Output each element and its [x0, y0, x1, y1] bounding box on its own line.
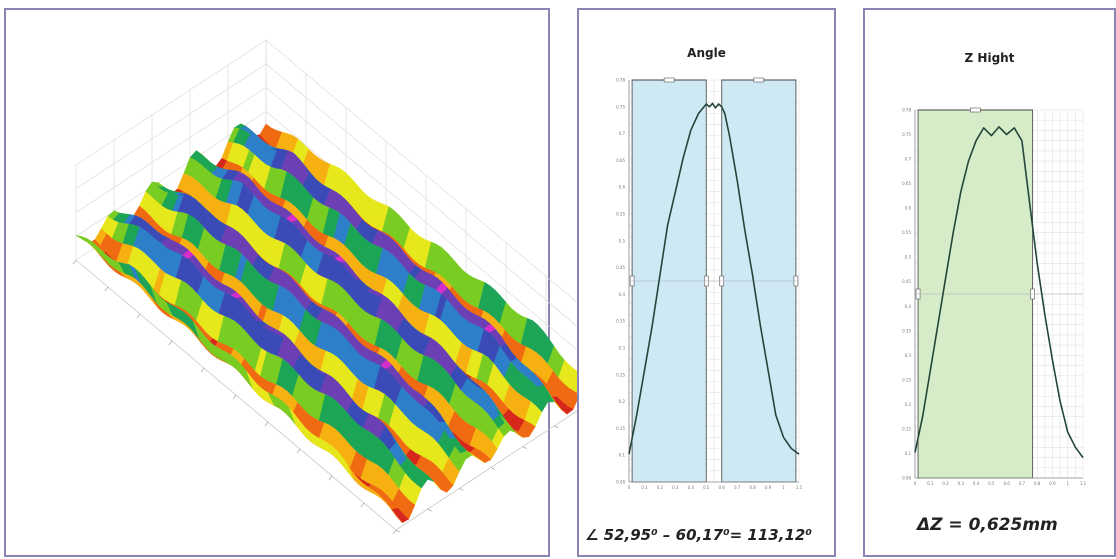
x-tick-label: 0.9 — [1049, 481, 1056, 486]
x-tick-label: 0.8 — [749, 485, 756, 490]
y-tick-label: 0.45 — [616, 265, 625, 270]
axis-tick — [490, 467, 496, 470]
x-tick-label: 0.6 — [1003, 481, 1010, 486]
y-tick-label: 0.65 — [616, 158, 625, 163]
axis-tick — [459, 488, 464, 491]
x-tick-label: 0.5 — [988, 481, 995, 486]
x-tick-label: 0.5 — [703, 485, 710, 490]
axis-tick — [395, 529, 401, 533]
wall-grid-line — [75, 39, 587, 311]
axis-tick — [136, 313, 141, 319]
x-tick-label: 0.2 — [657, 485, 664, 490]
axis-tick — [296, 448, 301, 454]
surface-cell — [390, 508, 403, 523]
profile-curve — [914, 126, 1084, 459]
x-tick-label: 0.4 — [688, 485, 695, 490]
x-tick-label: 0.4 — [973, 481, 980, 486]
x-tick-label: 0.3 — [958, 481, 965, 486]
y-tick-label: 0.65 — [902, 181, 911, 186]
y-tick-label: 0.7 — [619, 131, 626, 136]
x-tick-label: 0.3 — [672, 485, 679, 490]
x-tick-label: 0 — [628, 485, 631, 490]
angle-formula: ∠ 52,95⁰ – 60,17⁰= 113,12⁰ — [585, 526, 812, 544]
y-tick-label: 0.35 — [616, 319, 625, 324]
axis-tick — [360, 502, 365, 508]
y-tick-label: 0.35 — [902, 328, 911, 333]
y-tick-label: 0.4 — [619, 292, 626, 297]
y-tick-label: 0.08 — [902, 476, 911, 481]
axis-tick — [72, 259, 77, 265]
x-tick-label: 0.2 — [942, 481, 949, 486]
y-tick-label: 0.25 — [616, 372, 625, 377]
x-tick-label: 1.1 — [796, 485, 803, 490]
selection-handle — [663, 77, 675, 83]
y-tick-label: 0.08 — [616, 480, 625, 485]
axis-tick — [328, 475, 333, 481]
x-tick-label: 0.1 — [641, 485, 648, 490]
y-tick-label: 0.1 — [905, 451, 912, 456]
y-tick-label: 0.6 — [905, 206, 912, 211]
axis-tick — [104, 286, 109, 292]
x-tick-label: 0.1 — [927, 481, 934, 486]
y-tick-label: 0.75 — [902, 132, 911, 137]
axis-tick — [522, 446, 527, 449]
y-tick-label: 0.45 — [902, 279, 911, 284]
axis-tick — [200, 367, 205, 373]
wall-grid-line — [75, 87, 587, 358]
y-tick-label: 0.1 — [619, 453, 626, 458]
z-height-panel: Z Hight 0.78 0.75 0.7 0.65 0.6 0.55 0.5 0.45 0.4… — [863, 8, 1116, 557]
x-tick-label: 1 — [782, 485, 785, 490]
axis-tick — [232, 394, 237, 400]
z-height-chart-title: Z Hight — [964, 51, 1015, 65]
x-tick-label: 0.7 — [1019, 481, 1026, 486]
selection-handle — [970, 107, 981, 113]
z-height-formula: ΔZ = 0,625mm — [917, 515, 1058, 535]
x-tick-label: 0 — [914, 481, 917, 486]
angle-chart: 0.78 0.75 0.7 0.65 0.6 0.55 0.5 0.45 0.4 0.35 0.3 0… — [616, 77, 803, 491]
x-tick-label: 1.1 — [1080, 481, 1087, 486]
y-tick-label: 0.78 — [902, 108, 911, 113]
axis-tick — [554, 425, 559, 429]
profile-curve — [628, 102, 800, 455]
y-tick-label: 0.55 — [616, 212, 625, 217]
x-tick-label: 0.8 — [1034, 481, 1041, 486]
x-tick-label: 1 — [1066, 481, 1069, 486]
selection-handle — [753, 77, 765, 83]
surface-panel — [4, 8, 591, 557]
wall-grid-line — [75, 63, 587, 335]
y-tick-label: 0.5 — [905, 255, 912, 260]
y-tick-label: 0.55 — [902, 230, 911, 235]
x-tick-label: 0.7 — [734, 485, 741, 490]
angle-chart-title: Angle — [687, 46, 726, 60]
surface-mesh — [75, 123, 587, 524]
y-tick-label: 0.4 — [905, 304, 912, 309]
x-tick-label: 0.9 — [765, 485, 772, 490]
y-tick-label: 0.25 — [902, 377, 911, 382]
axis-tick — [392, 529, 397, 535]
x-tick-label: 0.6 — [719, 485, 726, 490]
y-tick-label: 0.6 — [619, 185, 626, 190]
y-tick-label: 0.15 — [902, 426, 911, 431]
y-tick-label: 0.2 — [905, 402, 912, 407]
y-tick-label: 0.75 — [616, 104, 625, 109]
axis-tick — [427, 508, 432, 512]
axis-tick — [168, 340, 173, 346]
y-tick-label: 0.7 — [905, 157, 912, 162]
y-tick-label: 0.5 — [619, 238, 626, 243]
y-tick-label: 0.3 — [619, 346, 626, 351]
axis-tick — [264, 421, 269, 427]
z-height-chart: 0.78 0.75 0.7 0.65 0.6 0.55 0.5 0.45 0.4 0.35 0.3 0… — [902, 107, 1087, 487]
y-tick-label: 0.2 — [619, 399, 626, 404]
y-tick-label: 0.15 — [616, 426, 625, 431]
y-tick-label: 0.3 — [905, 353, 912, 358]
surface-chart — [72, 39, 591, 535]
y-tick-label: 0.78 — [616, 78, 625, 83]
angle-panel: Angle 0.78 0.75 0.7 0.65 0.6 0.55 0.5 0.45 0.4 0.… — [577, 8, 836, 557]
